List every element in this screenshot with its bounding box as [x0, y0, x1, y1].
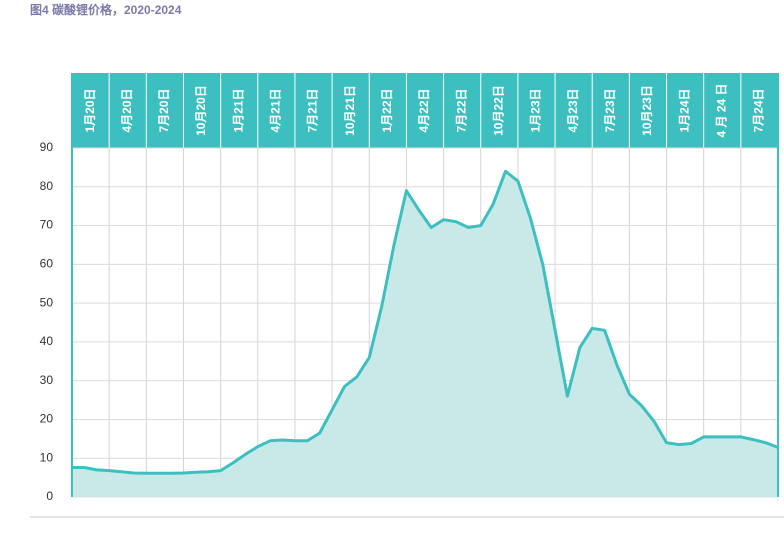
y-tick-label: 90	[40, 140, 54, 154]
x-tick-label: 1月24日	[677, 88, 691, 132]
y-tick-label: 80	[40, 179, 54, 193]
x-tick-label: 7月22日	[454, 88, 468, 132]
x-tick-label: 10月23日	[640, 85, 654, 136]
x-tick-label: 4月23日	[566, 88, 580, 132]
header-band	[72, 73, 778, 148]
y-tick-label: 30	[40, 373, 54, 387]
x-tick-label: 1月21日	[231, 88, 245, 132]
x-tick-label: 7月23日	[603, 88, 617, 132]
y-tick-label: 50	[40, 295, 54, 309]
x-tick-label: 4月20日	[120, 88, 134, 132]
x-tick-label: 1月20日	[83, 88, 97, 132]
y-tick-label: 40	[40, 334, 54, 348]
x-tick-label: 4月22日	[417, 88, 431, 132]
x-tick-label: 4 月 24 日	[714, 83, 728, 137]
x-tick-label: 1月23日	[529, 88, 543, 132]
x-tick-label: 10月22日	[491, 85, 505, 136]
x-tick-label: 7月24日	[752, 88, 766, 132]
x-tick-label: 10月21日	[343, 85, 357, 136]
y-tick-label: 10	[40, 450, 54, 464]
area	[72, 171, 778, 498]
y-tick-label: 0	[46, 489, 53, 503]
y-tick-label: 70	[40, 218, 54, 232]
x-tick-label: 10月20日	[194, 85, 208, 136]
line	[72, 169, 779, 475]
chart-title: 图4 碳酸锂价格，2020-2024	[30, 2, 182, 17]
x-tick-label: 7月20日	[157, 88, 171, 132]
y-tick-label: 20	[40, 412, 54, 426]
x-tick-label: 4月21日	[269, 88, 283, 132]
y-tick-label: 60	[40, 257, 54, 271]
x-tick-label: 1月22日	[380, 88, 394, 132]
x-tick-label: 7月21日	[306, 88, 320, 132]
